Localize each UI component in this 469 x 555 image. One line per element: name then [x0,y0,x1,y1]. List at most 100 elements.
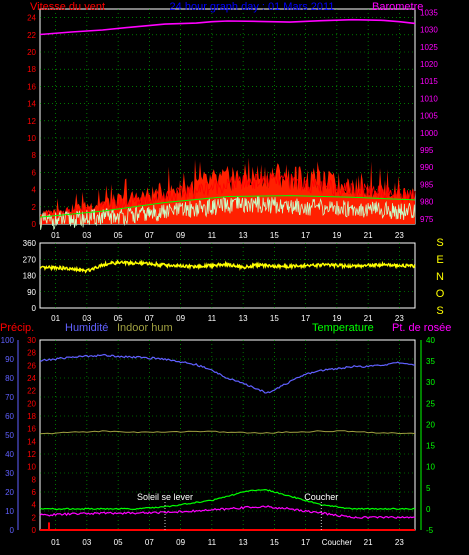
temp-tick-label: -5 [426,526,434,535]
direction-x-tick-label: 21 [364,314,373,323]
precip-tick-label: 0 [32,526,37,535]
humidity-tick-label: 30 [5,469,14,478]
average-wind-line [39,196,416,231]
wind-x-tick-label: 07 [145,231,154,240]
wind-tick-label: 14 [27,100,36,109]
baro-tick-label: 990 [420,163,434,172]
direction-y-ticks: 0 90 180 270 360 [23,239,37,313]
wind-tick-label: 12 [27,117,36,126]
humidity-x-tick-label: 13 [239,538,248,547]
humidity-tick-label: 0 [10,526,15,535]
sun-event-label: Coucher [304,492,338,502]
dew-point-line [39,505,416,520]
temp-tick-label: 25 [426,399,435,408]
precip-tick-label: 22 [27,387,36,396]
humidity-x-tick-label: 11 [208,538,217,547]
wind-x-tick-label: 09 [176,231,185,240]
wind-tick-label: 24 [27,14,36,23]
precip-tick-label: 12 [27,450,36,459]
wind-x-tick-label: 23 [395,231,404,240]
temperature-line [39,488,416,511]
wind-tick-label: 4 [32,186,37,195]
temp-tick-label: 20 [426,420,435,429]
humidity-x-tick-label: 17 [301,538,310,547]
direction-x-tick-label: 01 [51,314,60,323]
precip-tick-label: 26 [27,361,36,370]
direction-x-tick-label: 15 [270,314,279,323]
wind-x-tick-label: 15 [270,231,279,240]
precip-tick-label: 28 [27,349,36,358]
barometer-line [39,18,416,36]
precip-tick-label: 10 [27,463,36,472]
direction-x-tick-label: 13 [239,314,248,323]
baro-tick-label: 1010 [420,94,438,103]
wind-tick-label: 18 [27,65,36,74]
baro-tick-label: 1015 [420,77,438,86]
humidity-tick-label: 60 [5,412,14,421]
temp-tick-label: 15 [426,442,435,451]
humidity-x-tick-label: 15 [270,538,279,547]
wind-x-tick-label: 03 [82,231,91,240]
wind-tick-label: 10 [27,134,36,143]
humidity-tick-label: 20 [5,488,14,497]
compass-letter: O [436,288,445,300]
baro-axis-label: Barometre [372,1,423,13]
sun-event-label: Soleil se lever [137,492,193,502]
wind-tick-label: 22 [27,31,36,40]
wind-x-ticks: 01 03 05 07 09 11 13 15 17 19 21 23 [51,231,404,240]
direction-x-tick-label: 11 [208,314,217,323]
humidity-x-tick-label: 21 [364,538,373,547]
precip-tick-label: 30 [27,336,36,345]
humidity-x-tick-label: 03 [82,538,91,547]
humidity-tick-label: 10 [5,507,14,516]
precip-tick-label: 14 [27,437,36,446]
precip-tick-label: 8 [32,475,37,484]
precip-tick-label: 18 [27,412,36,421]
sun-events: Soleil se lever Coucher [137,492,338,530]
precip-label: Précip. [0,322,34,334]
humidity-tick-label: 90 [5,355,14,364]
precip-tick-label: 6 [32,488,37,497]
humidity-temp-chart: Soleil se lever Coucher 01020304050607080… [0,322,451,547]
humidity-x-tick-label: 23 [395,538,404,547]
wind-chart-series [39,18,416,231]
temp-tick-label: 5 [426,484,431,493]
humidity-tick-label: 100 [1,336,15,345]
humidity-chart-grid [40,340,415,530]
precip-tick-label: 20 [27,399,36,408]
wind-direction-line [39,259,416,274]
temp-y-ticks: -5 0 5 10 15 20 25 30 35 40 [420,336,435,535]
direction-tick-label: 270 [23,255,37,264]
baro-tick-label: 1020 [420,60,438,69]
compass-letter: S [436,305,443,317]
humidity-x-tick-label: 05 [114,538,123,547]
gust-area [40,157,415,224]
wind-x-tick-label: 13 [239,231,248,240]
indoor-hum-label: Indoor hum [117,322,173,334]
precip-tick-label: 24 [27,374,36,383]
direction-x-tick-label: 03 [82,314,91,323]
baro-tick-label: 980 [420,198,434,207]
humidity-x-ticks: 01 03 05 07 09 11 13 15 17 Coucher 21 23 [51,538,404,547]
humidity-x-tick-label: 09 [176,538,185,547]
temp-label: Temperature [312,322,374,334]
humidity-tick-label: 70 [5,393,14,402]
direction-tick-label: 180 [23,272,37,281]
temp-tick-label: 40 [426,336,435,345]
humidity-chart-series [39,353,416,531]
compass-letter: S [436,237,443,249]
baro-y-ticks: 975 980 985 990 995 1000 1005 1010 1015 1020 1025 1… [420,8,438,223]
compass-letter: E [436,254,443,266]
baro-tick-label: 1000 [420,129,438,138]
baro-tick-label: 1025 [420,43,438,52]
humidity-line [40,353,416,394]
wind-x-tick-label: 11 [208,231,217,240]
baro-tick-label: 985 [420,180,434,189]
precip-tick-label: 16 [27,425,36,434]
wind-tick-label: 6 [32,168,37,177]
precip-tick-label: 2 [32,513,37,522]
